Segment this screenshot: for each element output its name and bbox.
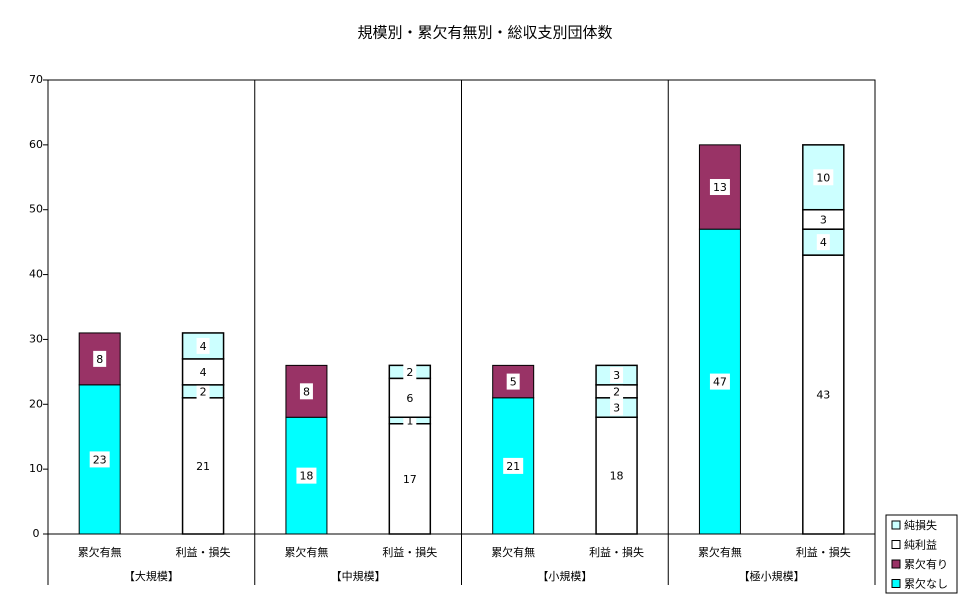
value-label-box bbox=[610, 399, 624, 416]
value-label: 21 bbox=[506, 460, 520, 473]
value-label: 43 bbox=[816, 389, 830, 402]
value-label-box bbox=[196, 337, 210, 354]
value-label: 21 bbox=[196, 460, 210, 473]
value-label-box bbox=[506, 373, 520, 390]
y-tick-label: 20 bbox=[29, 397, 43, 410]
value-label: 8 bbox=[303, 385, 310, 398]
value-label: 3 bbox=[613, 402, 620, 415]
x-tick-label: 利益・損失 bbox=[176, 545, 231, 559]
value-label: 4 bbox=[200, 366, 207, 379]
bar-segment bbox=[388, 377, 432, 419]
value-label: 4 bbox=[200, 340, 207, 353]
value-label-box bbox=[93, 350, 107, 367]
value-label-box bbox=[606, 467, 627, 484]
group-label: 【大規模】 bbox=[124, 569, 179, 583]
value-label: 47 bbox=[713, 376, 727, 389]
value-label: 13 bbox=[713, 181, 727, 194]
x-tick-label: 累欠有無 bbox=[78, 545, 122, 559]
value-label-box bbox=[89, 451, 110, 468]
value-label: 18 bbox=[299, 470, 313, 483]
value-label: 3 bbox=[820, 213, 827, 226]
legend-label: 累欠なし bbox=[904, 577, 948, 591]
value-label: 4 bbox=[820, 236, 827, 249]
y-tick-label: 60 bbox=[29, 138, 43, 151]
value-label-box bbox=[816, 234, 830, 251]
value-label-box bbox=[403, 363, 417, 380]
group-label: 【小規模】 bbox=[537, 569, 592, 583]
value-label: 2 bbox=[613, 385, 620, 398]
x-tick-label: 利益・損失 bbox=[796, 545, 851, 559]
value-label: 2 bbox=[200, 385, 207, 398]
value-label: 8 bbox=[96, 353, 103, 366]
value-label: 3 bbox=[613, 369, 620, 382]
group-label: 【中規模】 bbox=[331, 569, 386, 583]
value-label: 23 bbox=[93, 453, 107, 466]
value-label: 6 bbox=[406, 392, 413, 405]
x-tick-label: 累欠有無 bbox=[284, 545, 328, 559]
y-tick-label: 0 bbox=[33, 527, 40, 540]
value-label: 17 bbox=[403, 473, 417, 486]
legend-swatch bbox=[891, 579, 901, 588]
legend-label: 純損失 bbox=[904, 518, 937, 532]
legend-swatch bbox=[891, 520, 901, 530]
value-label-box bbox=[403, 389, 417, 406]
bar-segment bbox=[181, 332, 225, 360]
value-label-box bbox=[709, 373, 730, 390]
value-label: 10 bbox=[816, 171, 830, 184]
value-label-box bbox=[610, 383, 624, 400]
value-label-box bbox=[193, 457, 214, 474]
value-label-box bbox=[610, 367, 624, 384]
x-tick-label: 累欠有無 bbox=[698, 545, 742, 559]
value-label: 2 bbox=[406, 366, 413, 379]
value-label: 1 bbox=[406, 415, 413, 428]
group-label: 【極小規模】 bbox=[739, 569, 805, 583]
value-label-box bbox=[813, 169, 834, 186]
value-label-box bbox=[816, 211, 830, 228]
value-label-box bbox=[296, 467, 317, 484]
value-label-box bbox=[299, 383, 313, 400]
value-label-box bbox=[196, 363, 210, 380]
y-tick-label: 10 bbox=[29, 462, 43, 475]
value-label-box bbox=[399, 470, 420, 487]
y-tick-label: 40 bbox=[29, 268, 43, 281]
value-label-box bbox=[709, 179, 730, 196]
y-tick-label: 30 bbox=[29, 332, 43, 345]
value-label-box bbox=[813, 386, 834, 403]
value-label: 18 bbox=[610, 470, 624, 483]
legend-swatch bbox=[891, 540, 901, 549]
x-tick-label: 利益・損失 bbox=[589, 545, 644, 559]
value-label-box bbox=[503, 457, 524, 474]
x-tick-label: 利益・損失 bbox=[382, 545, 437, 559]
legend-label: 累欠有り bbox=[904, 557, 948, 571]
legend-label: 純利益 bbox=[904, 538, 937, 552]
value-label: 5 bbox=[510, 376, 517, 389]
y-tick-label: 70 bbox=[29, 73, 43, 86]
value-label-box bbox=[196, 383, 210, 400]
y-tick-label: 50 bbox=[29, 203, 43, 216]
legend-swatch bbox=[891, 559, 901, 569]
x-tick-label: 累欠有無 bbox=[491, 545, 535, 559]
chart-title: 規模別・累欠有無別・総収支別団体数 bbox=[357, 24, 612, 42]
